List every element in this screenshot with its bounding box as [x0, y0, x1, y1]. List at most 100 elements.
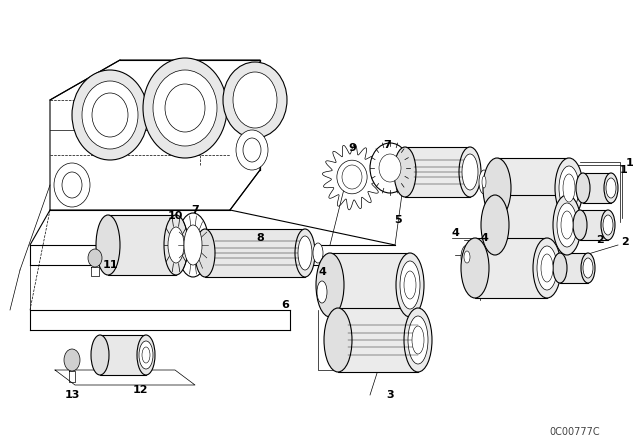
Ellipse shape	[177, 213, 209, 277]
Ellipse shape	[379, 154, 401, 182]
Bar	[100, 335, 146, 375]
Ellipse shape	[137, 335, 155, 375]
Ellipse shape	[459, 147, 481, 197]
Text: 10: 10	[167, 211, 182, 221]
Text: 7: 7	[191, 205, 199, 215]
Bar	[560, 253, 588, 283]
Ellipse shape	[581, 253, 595, 283]
Ellipse shape	[583, 258, 593, 278]
Ellipse shape	[317, 281, 327, 303]
Ellipse shape	[64, 349, 80, 371]
Ellipse shape	[153, 70, 217, 146]
Ellipse shape	[541, 254, 553, 282]
Ellipse shape	[370, 143, 410, 193]
Ellipse shape	[243, 138, 261, 162]
Ellipse shape	[72, 70, 148, 160]
Ellipse shape	[394, 147, 416, 197]
Text: 4: 4	[451, 228, 459, 238]
Text: 0C00777C: 0C00777C	[550, 427, 600, 437]
Ellipse shape	[559, 166, 579, 210]
Text: 4: 4	[480, 233, 488, 243]
Text: 4: 4	[318, 267, 326, 277]
Ellipse shape	[342, 165, 362, 189]
Ellipse shape	[164, 215, 188, 275]
Ellipse shape	[483, 158, 511, 218]
Ellipse shape	[537, 246, 557, 290]
Bar	[497, 158, 569, 218]
Ellipse shape	[142, 347, 150, 363]
Polygon shape	[50, 60, 260, 210]
Bar	[205, 229, 305, 277]
Text: 1: 1	[626, 158, 634, 168]
Ellipse shape	[557, 203, 577, 247]
Ellipse shape	[404, 271, 416, 299]
Ellipse shape	[404, 308, 432, 372]
Text: 13: 13	[64, 390, 80, 400]
Bar	[405, 147, 470, 197]
Text: 1: 1	[620, 165, 628, 175]
Ellipse shape	[223, 62, 287, 138]
Ellipse shape	[555, 158, 583, 218]
Bar	[330, 253, 410, 317]
Ellipse shape	[533, 238, 561, 298]
Bar	[108, 215, 176, 275]
Ellipse shape	[553, 195, 581, 255]
Ellipse shape	[236, 130, 268, 170]
Bar	[495, 195, 567, 255]
Bar	[475, 238, 547, 298]
Ellipse shape	[143, 58, 227, 158]
Ellipse shape	[606, 178, 616, 198]
Ellipse shape	[464, 251, 470, 263]
Ellipse shape	[482, 176, 486, 188]
Ellipse shape	[313, 243, 323, 263]
Ellipse shape	[400, 261, 420, 309]
Ellipse shape	[408, 316, 428, 364]
Ellipse shape	[295, 229, 315, 277]
Ellipse shape	[184, 225, 202, 265]
Ellipse shape	[54, 163, 90, 207]
Ellipse shape	[479, 170, 489, 194]
Ellipse shape	[563, 174, 575, 202]
Ellipse shape	[165, 84, 205, 132]
Ellipse shape	[481, 195, 509, 255]
Text: 9: 9	[348, 143, 356, 153]
Text: 2: 2	[596, 235, 604, 245]
Ellipse shape	[561, 211, 573, 239]
Ellipse shape	[573, 210, 587, 240]
Ellipse shape	[337, 160, 367, 194]
Ellipse shape	[139, 341, 153, 369]
Ellipse shape	[82, 81, 138, 149]
Ellipse shape	[324, 308, 352, 372]
Ellipse shape	[396, 253, 424, 317]
Ellipse shape	[576, 173, 590, 203]
Text: 2: 2	[621, 237, 629, 247]
Ellipse shape	[91, 335, 109, 375]
Text: 7: 7	[383, 140, 391, 150]
Bar	[338, 308, 418, 372]
Ellipse shape	[601, 210, 615, 240]
Ellipse shape	[461, 238, 489, 298]
Ellipse shape	[233, 72, 277, 128]
Text: 12: 12	[132, 385, 148, 395]
Ellipse shape	[412, 326, 424, 354]
Text: 3: 3	[386, 390, 394, 400]
Ellipse shape	[88, 249, 102, 267]
Ellipse shape	[603, 215, 613, 235]
Bar	[580, 210, 608, 240]
Text: 11: 11	[102, 260, 118, 270]
Ellipse shape	[604, 173, 618, 203]
Ellipse shape	[462, 154, 478, 190]
Ellipse shape	[62, 172, 82, 198]
Text: 5: 5	[394, 215, 402, 225]
Ellipse shape	[553, 253, 567, 283]
Text: 8: 8	[256, 233, 264, 243]
Ellipse shape	[92, 93, 128, 137]
Ellipse shape	[195, 229, 215, 277]
Ellipse shape	[168, 227, 184, 263]
Ellipse shape	[96, 215, 120, 275]
Text: 6: 6	[281, 300, 289, 310]
Ellipse shape	[316, 253, 344, 317]
Ellipse shape	[298, 236, 312, 270]
Bar	[583, 173, 611, 203]
Ellipse shape	[461, 245, 473, 269]
